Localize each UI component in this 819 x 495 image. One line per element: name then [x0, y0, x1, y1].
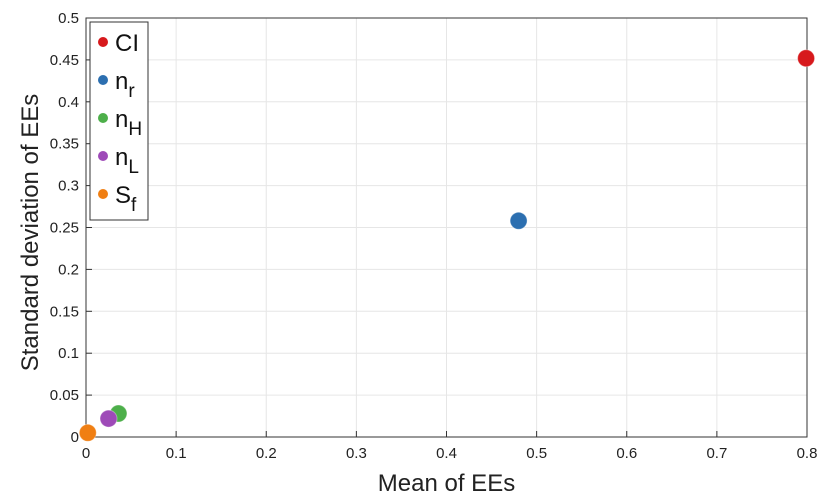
legend-label-base: n	[115, 106, 128, 133]
x-tick-label: 0.2	[256, 445, 277, 462]
data-point-ci	[797, 49, 816, 68]
legend-label-s-f: Sf	[115, 182, 137, 216]
y-tick-label: 0.25	[50, 220, 79, 237]
legend-label-base: S	[115, 182, 131, 209]
x-tick-label: 0.3	[346, 445, 367, 462]
grid	[85, 17, 808, 438]
data-point-n-l	[99, 409, 118, 428]
legend-label-n-l: nL	[115, 144, 139, 178]
y-tick-label: 0.1	[58, 345, 79, 362]
y-tick-label: 0.5	[58, 10, 79, 27]
x-tick-label: 0.6	[616, 445, 637, 462]
legend-marker-n-l	[98, 151, 108, 161]
x-tick-label: 0.1	[166, 445, 187, 462]
legend-marker-ci	[98, 37, 108, 47]
y-tick-label: 0.3	[58, 178, 79, 195]
legend-marker-s-f	[98, 189, 108, 199]
legend-label-ci: CI	[115, 30, 139, 57]
y-axis-ticks: 0 0.05 0.1 0.15 0.2 0.25 0.3 0.35 0.4 0.45 0.5	[50, 10, 92, 446]
x-tick-label: 0	[82, 445, 90, 462]
legend-label-subscript: r	[128, 81, 135, 102]
legend-label-base: n	[115, 68, 128, 95]
y-axis-label: Standard deviation of EEs	[17, 94, 44, 372]
data-point-s-f	[78, 423, 97, 442]
legend-marker-n-h	[98, 113, 108, 123]
x-tick-label: 0.5	[526, 445, 547, 462]
x-tick-label: 0.4	[436, 445, 457, 462]
y-tick-label: 0.35	[50, 136, 79, 153]
legend-label-subscript: f	[131, 195, 137, 216]
legend-label-n-r: nr	[115, 68, 135, 102]
legend-label-subscript: H	[128, 119, 142, 140]
legend-label-base: n	[115, 144, 128, 171]
y-tick-label: 0.45	[50, 52, 79, 69]
legend-label-base: CI	[115, 30, 139, 57]
y-tick-label: 0	[71, 429, 79, 446]
y-tick-label: 0.05	[50, 387, 79, 404]
x-tick-label: 0.7	[706, 445, 727, 462]
legend-marker-n-r	[98, 75, 108, 85]
data-point-n-r	[509, 211, 528, 230]
x-axis-label: Mean of EEs	[378, 470, 515, 495]
y-tick-label: 0.4	[58, 94, 79, 111]
y-tick-label: 0.2	[58, 261, 79, 278]
data-points	[78, 49, 816, 442]
legend-label-subscript: L	[128, 157, 139, 178]
y-tick-label: 0.15	[50, 303, 79, 320]
legend-label-n-h: nH	[115, 106, 142, 140]
x-tick-label: 0.8	[797, 445, 818, 462]
x-axis-ticks: 0 0.1 0.2 0.3 0.4 0.5 0.6 0.7 0.8	[82, 431, 818, 462]
